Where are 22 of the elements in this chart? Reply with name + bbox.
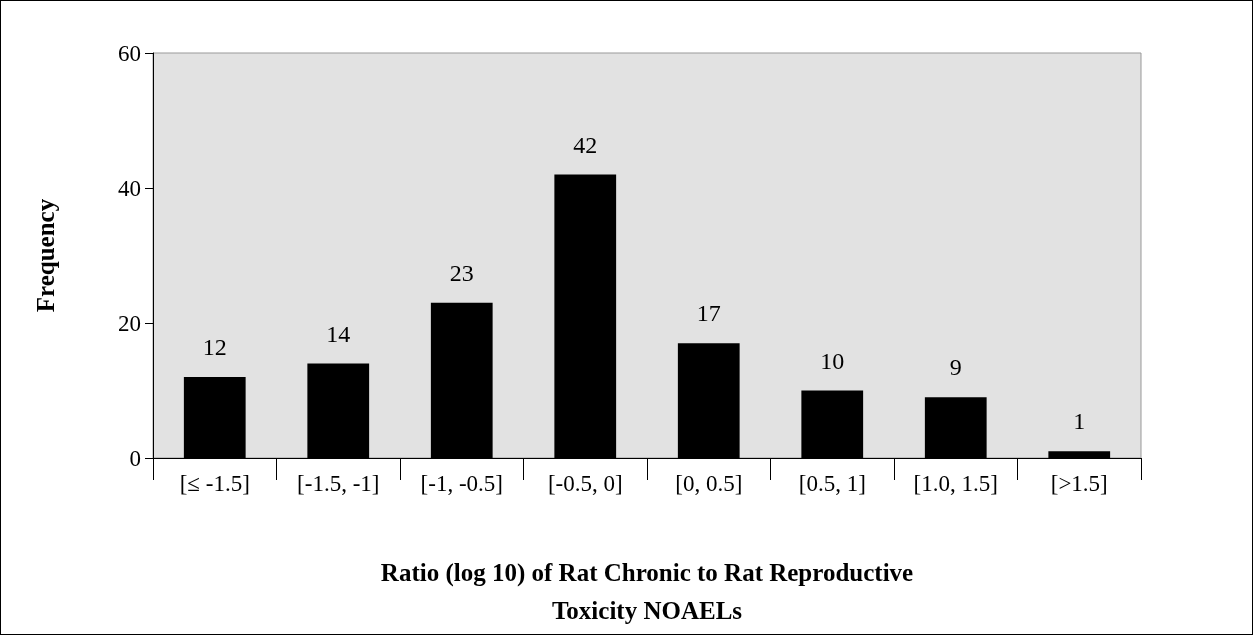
y-axis-title: Frequency — [32, 198, 59, 313]
data-label: 9 — [949, 354, 962, 381]
y-tick-label: 60 — [118, 40, 141, 66]
data-label: 12 — [202, 334, 227, 360]
x-tick-label: [-1, -0.5] — [420, 471, 503, 496]
x-tick-label: [1.0, 1.5] — [913, 471, 998, 496]
x-tick-label: [-0.5, 0] — [547, 471, 623, 496]
y-tick-label: 0 — [129, 445, 141, 471]
data-label: 10 — [820, 347, 845, 374]
x-tick-label: [≤ -1.5] — [179, 471, 250, 496]
y-tick-label: 40 — [118, 175, 141, 201]
data-label: 1 — [1073, 408, 1086, 435]
x-tick-label: [0.5, 1] — [798, 471, 866, 496]
x-tick-label: [>1.5] — [1050, 471, 1108, 496]
x-tick-label: [0, 0.5] — [675, 471, 743, 496]
data-label: 17 — [696, 300, 721, 327]
x-axis-title: Ratio (log 10) of Rat Chronic to Rat Reproductive Toxicity NOAELs — [380, 558, 914, 624]
data-label: 14 — [326, 320, 351, 347]
data-label: 42 — [573, 131, 598, 158]
x-tick-label: [-1.5, -1] — [297, 471, 380, 496]
y-tick-label: 20 — [118, 310, 141, 336]
data-label: 23 — [449, 259, 474, 286]
